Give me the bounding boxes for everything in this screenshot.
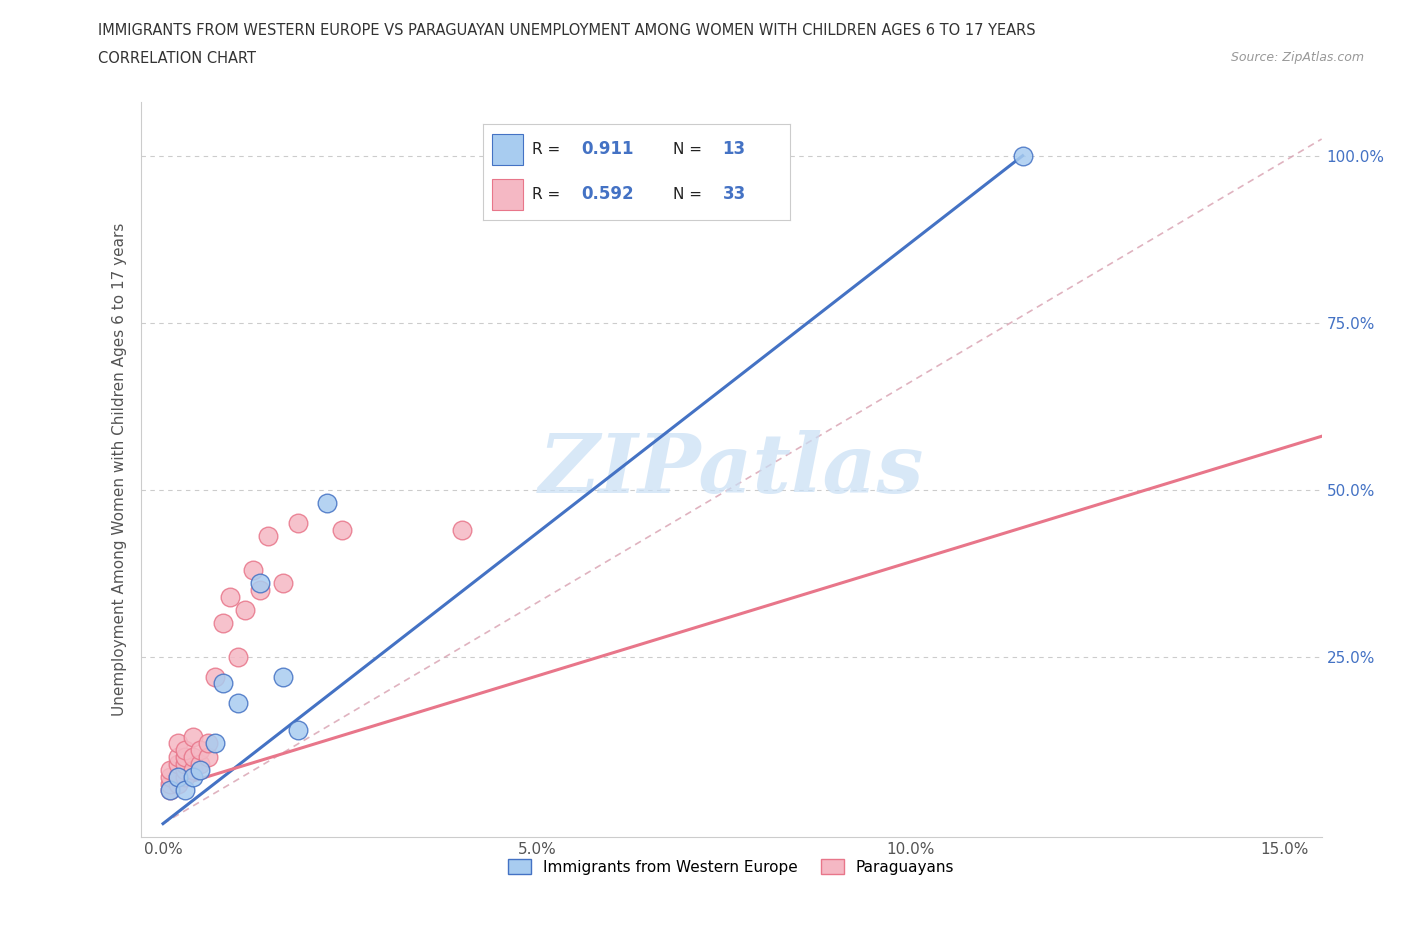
Point — [219, 589, 242, 604]
Point — [249, 582, 271, 597]
Point — [256, 529, 278, 544]
Point — [174, 750, 197, 764]
Point — [197, 736, 219, 751]
Text: Source: ZipAtlas.com: Source: ZipAtlas.com — [1230, 51, 1364, 64]
Point — [167, 769, 190, 784]
Point — [233, 603, 256, 618]
Point — [174, 769, 197, 784]
Legend: Immigrants from Western Europe, Paraguayans: Immigrants from Western Europe, Paraguay… — [502, 853, 960, 881]
Point — [226, 649, 249, 664]
Point — [190, 743, 212, 758]
Point — [211, 616, 233, 631]
Point — [204, 736, 226, 751]
Point — [226, 696, 249, 711]
Point — [174, 743, 197, 758]
Point — [197, 750, 219, 764]
Text: IMMIGRANTS FROM WESTERN EUROPE VS PARAGUAYAN UNEMPLOYMENT AMONG WOMEN WITH CHILD: IMMIGRANTS FROM WESTERN EUROPE VS PARAGU… — [98, 23, 1036, 38]
Point — [249, 576, 271, 591]
Point — [271, 670, 294, 684]
Point — [167, 756, 190, 771]
Point — [181, 769, 204, 784]
Point — [316, 496, 339, 511]
Point — [159, 763, 181, 777]
Point — [167, 777, 190, 791]
Point — [181, 750, 204, 764]
Point — [174, 756, 197, 771]
Point — [287, 515, 309, 530]
Point — [190, 763, 212, 777]
Point — [451, 523, 474, 538]
Point — [159, 783, 181, 798]
Point — [159, 777, 181, 791]
Text: CORRELATION CHART: CORRELATION CHART — [98, 51, 256, 66]
Point — [159, 769, 181, 784]
Point — [211, 676, 233, 691]
Point — [332, 523, 354, 538]
Point — [159, 783, 181, 798]
Point — [190, 756, 212, 771]
Point — [287, 723, 309, 737]
Point — [242, 563, 264, 578]
Point — [1011, 148, 1033, 163]
Y-axis label: Unemployment Among Women with Children Ages 6 to 17 years: Unemployment Among Women with Children A… — [111, 223, 127, 716]
Point — [181, 729, 204, 744]
Point — [174, 783, 197, 798]
Point — [167, 750, 190, 764]
Point — [167, 736, 190, 751]
Point — [181, 763, 204, 777]
Text: ZIPatlas: ZIPatlas — [538, 430, 924, 510]
Point — [167, 769, 190, 784]
Point — [174, 763, 197, 777]
Point — [204, 670, 226, 684]
Point — [271, 576, 294, 591]
